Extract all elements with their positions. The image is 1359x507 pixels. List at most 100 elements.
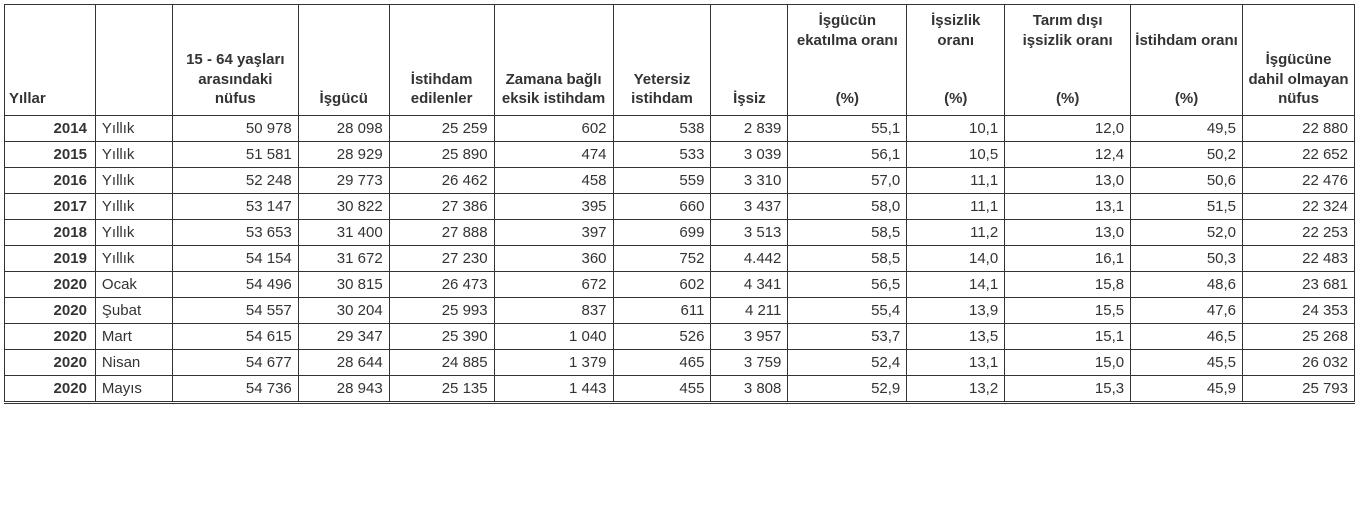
value-cell: 2 839 xyxy=(711,115,788,141)
value-cell: 15,5 xyxy=(1005,297,1131,323)
value-cell: 58,0 xyxy=(788,193,907,219)
col-header-years: Yıllar xyxy=(5,5,96,116)
value-cell: 52 248 xyxy=(172,167,298,193)
value-cell: 47,6 xyxy=(1131,297,1243,323)
value-cell: 58,5 xyxy=(788,219,907,245)
value-cell: 395 xyxy=(494,193,613,219)
value-cell: 15,8 xyxy=(1005,271,1131,297)
value-cell: 15,3 xyxy=(1005,375,1131,402)
value-cell: 31 400 xyxy=(298,219,389,245)
value-cell: 3 310 xyxy=(711,167,788,193)
table-header: Yıllar 15 - 64 yaşları arasındaki nüfus … xyxy=(5,5,1355,116)
value-cell: 12,0 xyxy=(1005,115,1131,141)
value-cell: 50,6 xyxy=(1131,167,1243,193)
value-cell: 22 324 xyxy=(1243,193,1355,219)
value-cell: 13,2 xyxy=(907,375,1005,402)
value-cell: 46,5 xyxy=(1131,323,1243,349)
value-cell: 26 462 xyxy=(389,167,494,193)
table-row: 2014Yıllık50 97828 09825 2596025382 8395… xyxy=(5,115,1355,141)
year-cell: 2014 xyxy=(5,115,96,141)
value-cell: 752 xyxy=(613,245,711,271)
value-cell: 4 211 xyxy=(711,297,788,323)
value-cell: 58,5 xyxy=(788,245,907,271)
period-cell: Yıllık xyxy=(95,219,172,245)
year-cell: 2020 xyxy=(5,349,96,375)
value-cell: 672 xyxy=(494,271,613,297)
labor-statistics-table: Yıllar 15 - 64 yaşları arasındaki nüfus … xyxy=(4,4,1355,404)
value-cell: 22 253 xyxy=(1243,219,1355,245)
value-cell: 54 154 xyxy=(172,245,298,271)
value-cell: 48,6 xyxy=(1131,271,1243,297)
year-cell: 2020 xyxy=(5,297,96,323)
period-cell: Şubat xyxy=(95,297,172,323)
value-cell: 13,5 xyxy=(907,323,1005,349)
period-cell: Yıllık xyxy=(95,141,172,167)
value-cell: 23 681 xyxy=(1243,271,1355,297)
year-cell: 2020 xyxy=(5,375,96,402)
value-cell: 51 581 xyxy=(172,141,298,167)
value-cell: 465 xyxy=(613,349,711,375)
col-header-time-underemp: Zamana bağlı eksik istihdam xyxy=(494,5,613,116)
value-cell: 13,9 xyxy=(907,297,1005,323)
value-cell: 50 978 xyxy=(172,115,298,141)
value-cell: 24 885 xyxy=(389,349,494,375)
value-cell: 12,4 xyxy=(1005,141,1131,167)
col-header-laborforce: İşgücü xyxy=(298,5,389,116)
value-cell: 11,2 xyxy=(907,219,1005,245)
value-cell: 28 943 xyxy=(298,375,389,402)
value-cell: 27 386 xyxy=(389,193,494,219)
col-header-employment-rate: İstihdam oranı(%) xyxy=(1131,5,1243,116)
value-cell: 30 204 xyxy=(298,297,389,323)
value-cell: 10,5 xyxy=(907,141,1005,167)
table-row: 2017Yıllık53 14730 82227 3863956603 4375… xyxy=(5,193,1355,219)
value-cell: 22 880 xyxy=(1243,115,1355,141)
value-cell: 15,1 xyxy=(1005,323,1131,349)
period-cell: Mayıs xyxy=(95,375,172,402)
value-cell: 45,5 xyxy=(1131,349,1243,375)
value-cell: 51,5 xyxy=(1131,193,1243,219)
value-cell: 3 808 xyxy=(711,375,788,402)
value-cell: 22 476 xyxy=(1243,167,1355,193)
col-header-unemployment-rate: İşsizlik oranı(%) xyxy=(907,5,1005,116)
value-cell: 26 473 xyxy=(389,271,494,297)
value-cell: 52,9 xyxy=(788,375,907,402)
col-header-period xyxy=(95,5,172,116)
value-cell: 53 653 xyxy=(172,219,298,245)
value-cell: 474 xyxy=(494,141,613,167)
value-cell: 57,0 xyxy=(788,167,907,193)
value-cell: 49,5 xyxy=(1131,115,1243,141)
year-cell: 2019 xyxy=(5,245,96,271)
value-cell: 397 xyxy=(494,219,613,245)
value-cell: 55,4 xyxy=(788,297,907,323)
value-cell: 52,4 xyxy=(788,349,907,375)
table-row: 2019Yıllık54 15431 67227 2303607524.4425… xyxy=(5,245,1355,271)
value-cell: 26 032 xyxy=(1243,349,1355,375)
value-cell: 28 929 xyxy=(298,141,389,167)
value-cell: 3 437 xyxy=(711,193,788,219)
col-header-employed: İstihdam edilenler xyxy=(389,5,494,116)
period-cell: Yıllık xyxy=(95,115,172,141)
value-cell: 56,5 xyxy=(788,271,907,297)
table-row: 2020Şubat54 55730 20425 9938376114 21155… xyxy=(5,297,1355,323)
value-cell: 14,0 xyxy=(907,245,1005,271)
value-cell: 611 xyxy=(613,297,711,323)
value-cell: 30 822 xyxy=(298,193,389,219)
value-cell: 53,7 xyxy=(788,323,907,349)
col-header-inadequate-emp: Yetersiz istihdam xyxy=(613,5,711,116)
value-cell: 25 390 xyxy=(389,323,494,349)
value-cell: 31 672 xyxy=(298,245,389,271)
value-cell: 3 957 xyxy=(711,323,788,349)
value-cell: 660 xyxy=(613,193,711,219)
table-row: 2016Yıllık52 24829 77326 4624585593 3105… xyxy=(5,167,1355,193)
value-cell: 1 040 xyxy=(494,323,613,349)
value-cell: 29 773 xyxy=(298,167,389,193)
value-cell: 1 443 xyxy=(494,375,613,402)
col-header-participation-rate: İşgücün ekatılma oranı(%) xyxy=(788,5,907,116)
value-cell: 54 496 xyxy=(172,271,298,297)
value-cell: 455 xyxy=(613,375,711,402)
year-cell: 2016 xyxy=(5,167,96,193)
year-cell: 2017 xyxy=(5,193,96,219)
value-cell: 3 513 xyxy=(711,219,788,245)
year-cell: 2020 xyxy=(5,271,96,297)
value-cell: 360 xyxy=(494,245,613,271)
